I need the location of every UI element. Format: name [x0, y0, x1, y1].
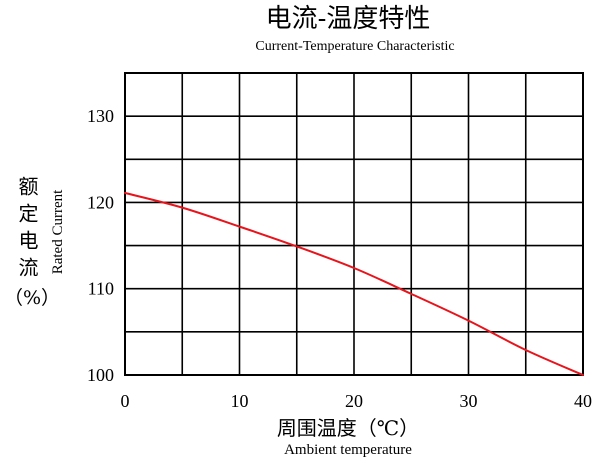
y-axis-label: 额定电流	[15, 176, 39, 284]
y-tick-label: 130	[87, 106, 114, 126]
x-tick-label: 30	[460, 391, 478, 411]
x-tick-label: 10	[231, 391, 249, 411]
chart-subtitle: Current-Temperature Characteristic	[255, 39, 455, 54]
x-axis-label: 周围温度（℃）	[276, 416, 420, 440]
plot-frame	[124, 72, 584, 376]
y-axis-unit: （%）	[4, 287, 61, 309]
x-axis-ticks: 0 10 20 30 40	[121, 391, 593, 411]
chart-title: 电流-温度特性	[265, 4, 431, 34]
grid	[125, 73, 583, 375]
plot-frame-layer	[124, 72, 584, 376]
series-line-0	[124, 191, 584, 376]
x-tick-label: 20	[345, 391, 363, 411]
y-tick-label: 100	[87, 365, 114, 385]
x-axis-label-english: Ambient temperature	[284, 442, 412, 458]
x-tick-label: 40	[574, 391, 592, 411]
y-tick-label: 120	[87, 192, 114, 212]
series-layer	[124, 191, 584, 376]
y-axis-ticks: 100 110 120 130	[87, 106, 114, 385]
x-tick-label: 0	[121, 391, 130, 411]
y-tick-label: 110	[88, 279, 114, 299]
